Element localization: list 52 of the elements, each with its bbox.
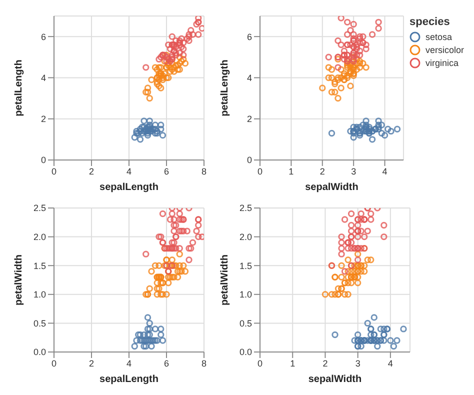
legend-title: species	[409, 16, 451, 28]
legend-label: virginica	[425, 58, 458, 68]
y-tick-label: 2.5	[33, 203, 46, 214]
y-tick-label: 0	[40, 155, 46, 166]
x-tick-label: 8	[201, 358, 207, 368]
x-tick-label: 6	[164, 358, 170, 368]
x-tick-label: 4	[382, 166, 388, 176]
y-tick-label: 4	[246, 72, 252, 83]
x-axis-title: sepalLength	[100, 374, 158, 385]
y-tick-label: 2.5	[239, 203, 252, 214]
x-tick-label: 4	[126, 166, 132, 176]
x-tick-label: 3	[355, 358, 360, 368]
legend-label: setosa	[425, 32, 452, 42]
x-axis-title: sepalWidth	[308, 374, 362, 385]
x-tick-label: 0	[51, 166, 57, 176]
y-axis-title: petalLength	[14, 60, 25, 116]
y-axis-title: petalWidth	[220, 254, 231, 306]
y-tick-label: 1.0	[33, 290, 46, 300]
x-tick-label: 6	[164, 166, 170, 176]
x-tick-label: 2	[322, 358, 328, 368]
x-axis-title: sepalLength	[100, 182, 158, 193]
x-tick-label: 1	[288, 166, 294, 176]
x-tick-label: 8	[201, 166, 207, 176]
y-tick-label: 4	[40, 72, 46, 83]
y-tick-label: 6	[40, 32, 46, 42]
x-tick-label: 0	[257, 166, 263, 176]
x-tick-label: 4	[388, 358, 393, 368]
y-tick-label: 2.0	[239, 232, 252, 242]
y-tick-label: 1.5	[239, 260, 252, 271]
y-tick-label: 0	[246, 155, 252, 166]
x-tick-label: 2	[88, 358, 94, 368]
y-tick-label: 0.0	[33, 347, 46, 358]
y-tick-label: 2	[40, 114, 46, 124]
x-tick-label: 4	[126, 358, 132, 368]
x-axis-title: sepalWidth	[305, 182, 358, 193]
y-tick-label: 2.0	[33, 232, 46, 242]
x-tick-label: 0	[257, 358, 263, 368]
y-tick-label: 1.0	[239, 290, 252, 300]
y-tick-label: 0.0	[239, 347, 252, 358]
x-tick-label: 1	[290, 358, 296, 368]
y-tick-label: 0.5	[239, 318, 252, 328]
x-tick-label: 3	[351, 166, 356, 176]
x-tick-label: 2	[88, 166, 94, 176]
legend-label: versicolor	[425, 44, 464, 54]
y-tick-label: 1.5	[33, 260, 46, 271]
y-axis-title: petalWidth	[14, 254, 25, 306]
x-tick-label: 2	[320, 166, 325, 176]
y-tick-label: 0.5	[33, 318, 46, 328]
y-tick-label: 2	[246, 114, 252, 124]
y-axis-title: petalLength	[220, 60, 231, 116]
y-tick-label: 6	[246, 32, 252, 42]
x-tick-label: 0	[51, 358, 57, 368]
